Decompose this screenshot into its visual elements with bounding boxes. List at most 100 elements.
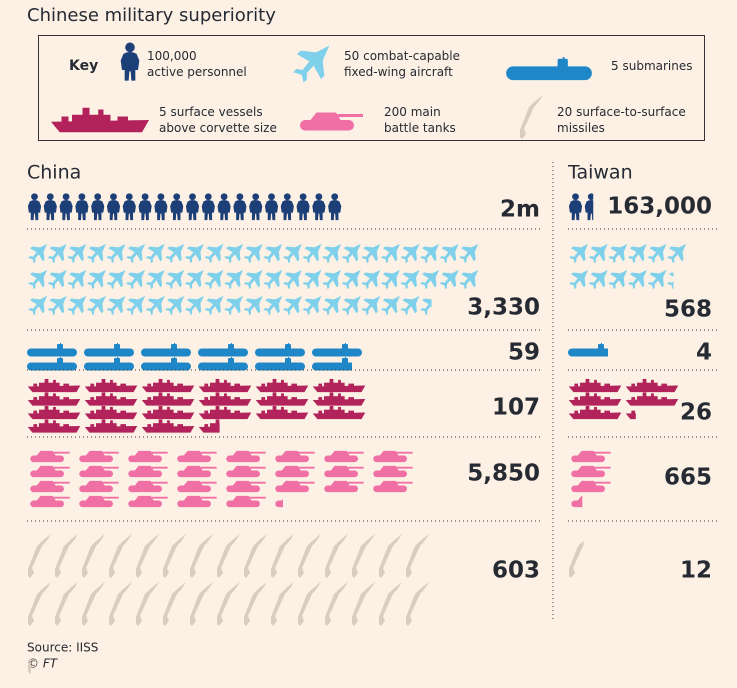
icon-shape xyxy=(190,582,213,626)
icon xyxy=(91,193,105,221)
icon-shape xyxy=(224,243,244,264)
icon xyxy=(568,343,608,357)
icon xyxy=(28,269,48,290)
icon xyxy=(28,534,51,578)
icon xyxy=(145,269,165,290)
icon xyxy=(217,582,240,626)
key-icon-shape xyxy=(120,42,140,81)
icon xyxy=(87,269,106,290)
icon xyxy=(47,295,67,316)
icon-shape xyxy=(361,295,381,316)
icon-shape xyxy=(82,534,105,578)
icon-shape xyxy=(325,582,348,626)
icon-shape xyxy=(312,343,362,357)
icon xyxy=(341,243,361,264)
icon-shape xyxy=(328,193,342,221)
icon-shape xyxy=(30,450,70,463)
icon-shape xyxy=(569,269,589,290)
icon-shape xyxy=(244,534,267,578)
icon-shape xyxy=(177,495,217,508)
icon xyxy=(381,295,400,316)
icon xyxy=(625,378,679,393)
icon-shape xyxy=(312,357,352,371)
icon xyxy=(79,450,119,463)
icon-shape xyxy=(122,193,136,221)
icon-shape xyxy=(302,295,322,316)
icon xyxy=(324,465,364,478)
icon-shape xyxy=(571,480,611,493)
key-unit: 5 xyxy=(611,59,619,73)
icon-shape xyxy=(283,269,302,290)
icon-shape xyxy=(341,269,361,290)
value-label: 4 xyxy=(696,340,712,366)
icon-shape xyxy=(198,343,248,357)
icon-shape xyxy=(163,582,186,626)
icon xyxy=(571,480,611,493)
icon xyxy=(84,343,134,357)
icon-shape xyxy=(625,405,636,420)
icon-shape xyxy=(459,243,479,264)
icon xyxy=(145,295,165,316)
icon-shape xyxy=(28,243,48,264)
icon xyxy=(249,193,263,221)
icon xyxy=(400,243,420,264)
icon-shape xyxy=(141,405,195,420)
icon xyxy=(255,357,305,371)
key-icon-shape xyxy=(51,107,149,133)
icon xyxy=(568,392,622,406)
icon xyxy=(126,269,146,290)
value-label: 3,330 xyxy=(467,295,540,321)
icon xyxy=(128,495,168,508)
icon xyxy=(82,534,105,578)
icon xyxy=(406,534,429,578)
icon xyxy=(296,193,310,221)
key: Key 100,000 active personnel 50 combat-cap… xyxy=(38,35,705,141)
icon xyxy=(324,450,364,463)
icon xyxy=(224,269,244,290)
icon xyxy=(271,534,294,578)
icon-shape xyxy=(27,419,81,433)
icon xyxy=(27,405,81,420)
icon-shape xyxy=(459,269,479,290)
icon xyxy=(625,405,636,420)
icon xyxy=(322,295,342,316)
icon xyxy=(647,269,667,290)
icon-shape xyxy=(145,295,165,316)
source: Source: IISS xyxy=(27,641,98,655)
icon-shape xyxy=(30,480,70,493)
icon-shape xyxy=(185,243,204,264)
icon xyxy=(406,582,429,626)
icon xyxy=(43,193,57,221)
icon xyxy=(109,582,132,626)
icon xyxy=(106,295,126,316)
icon-shape xyxy=(84,392,138,406)
icon-shape xyxy=(141,343,191,357)
icon xyxy=(373,465,413,478)
value-label: 107 xyxy=(492,395,540,421)
icon xyxy=(30,495,70,508)
icon-shape xyxy=(217,193,231,221)
icon-shape xyxy=(352,582,375,626)
icon-shape xyxy=(226,450,266,463)
icon xyxy=(233,193,247,221)
icon-shape xyxy=(55,534,78,578)
icon-shape xyxy=(302,269,322,290)
icon xyxy=(361,295,381,316)
icon xyxy=(47,269,67,290)
icon-shape xyxy=(84,357,134,371)
icon xyxy=(27,357,77,371)
icon-shape xyxy=(27,392,81,406)
icon xyxy=(439,269,459,290)
icon xyxy=(264,193,279,221)
icon-shape xyxy=(379,582,402,626)
icon-shape xyxy=(325,534,348,578)
icon xyxy=(255,378,309,393)
key-icon xyxy=(300,112,363,131)
icon-shape xyxy=(341,295,361,316)
icon xyxy=(141,419,195,433)
icon xyxy=(324,480,364,493)
icon-shape xyxy=(106,243,126,264)
icon xyxy=(84,405,138,420)
icon xyxy=(312,378,366,393)
